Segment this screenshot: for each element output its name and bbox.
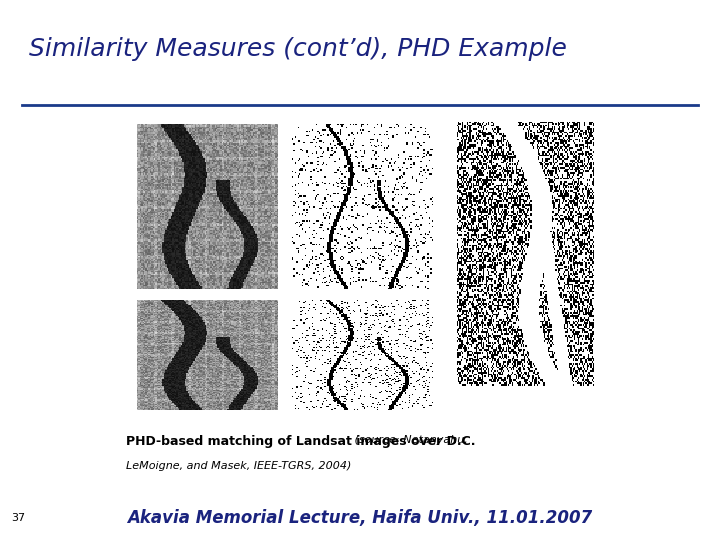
Text: (source: Netanyahu,: (source: Netanyahu, bbox=[351, 435, 468, 445]
Text: Akavia Memorial Lecture, Haifa Univ., 11.01.2007: Akavia Memorial Lecture, Haifa Univ., 11… bbox=[127, 509, 593, 528]
Text: Similarity Measures (cont’d), PHD Example: Similarity Measures (cont’d), PHD Exampl… bbox=[29, 37, 567, 60]
Text: PHD-based matching of Landsat images over D.C.: PHD-based matching of Landsat images ove… bbox=[126, 435, 475, 448]
Text: 37: 37 bbox=[11, 514, 25, 523]
Text: LeMoigne, and Masek, IEEE-TGRS, 2004): LeMoigne, and Masek, IEEE-TGRS, 2004) bbox=[126, 461, 351, 471]
